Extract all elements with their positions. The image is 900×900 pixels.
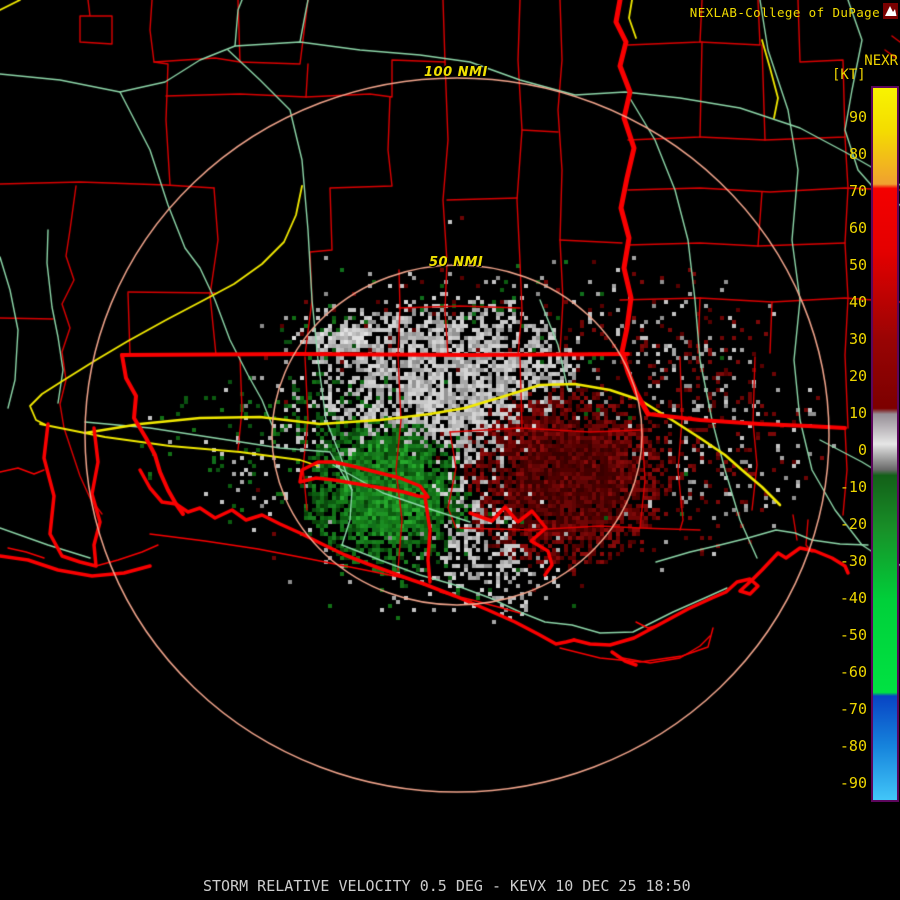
velocity-colorbar — [871, 86, 899, 802]
brand-text: NEXLAB-College of DuPage — [689, 5, 880, 20]
colorbar-tick: 20 — [848, 367, 867, 385]
colorbar-tick: -70 — [839, 700, 867, 718]
colorbar-tick: 50 — [848, 256, 867, 274]
colorbar-tick: 10 — [848, 404, 867, 422]
product-title: STORM RELATIVE VELOCITY 0.5 DEG - KEVX 1… — [203, 877, 691, 895]
colorbar-tick: 90 — [848, 108, 867, 126]
colorbar-tick: 30 — [848, 330, 867, 348]
colorbar-tick: 60 — [848, 219, 867, 237]
colorbar-tick: 80 — [848, 145, 867, 163]
colorbar-units-label: [KT] — [832, 67, 866, 83]
colorbar-tick: -80 — [839, 737, 867, 755]
college-of-dupage-logo-icon — [883, 3, 898, 19]
colorbar-tick: 0 — [857, 441, 867, 459]
range-ring-label-100nmi: 100 NMI — [424, 65, 488, 80]
range-ring-label-50nmi: 50 NMI — [429, 255, 484, 270]
colorbar-tick: -50 — [839, 626, 867, 644]
logo-glyph-icon — [885, 6, 897, 16]
brand-link[interactable]: NEXLAB-College of DuPage — [690, 3, 898, 20]
colorbar-tick: -30 — [839, 552, 867, 570]
colorbar-tick: -60 — [839, 663, 867, 681]
colorbar-tick: -90 — [839, 774, 867, 792]
colorbar-tick: 70 — [848, 182, 867, 200]
colorbar-tick: -40 — [839, 589, 867, 607]
colorbar-tick: 40 — [848, 293, 867, 311]
colorbar-tick: -10 — [839, 478, 867, 496]
colorbar-gradient — [873, 88, 897, 800]
colorbar-tick: -20 — [839, 515, 867, 533]
colorbar-product-label: NEXR — [864, 53, 898, 69]
